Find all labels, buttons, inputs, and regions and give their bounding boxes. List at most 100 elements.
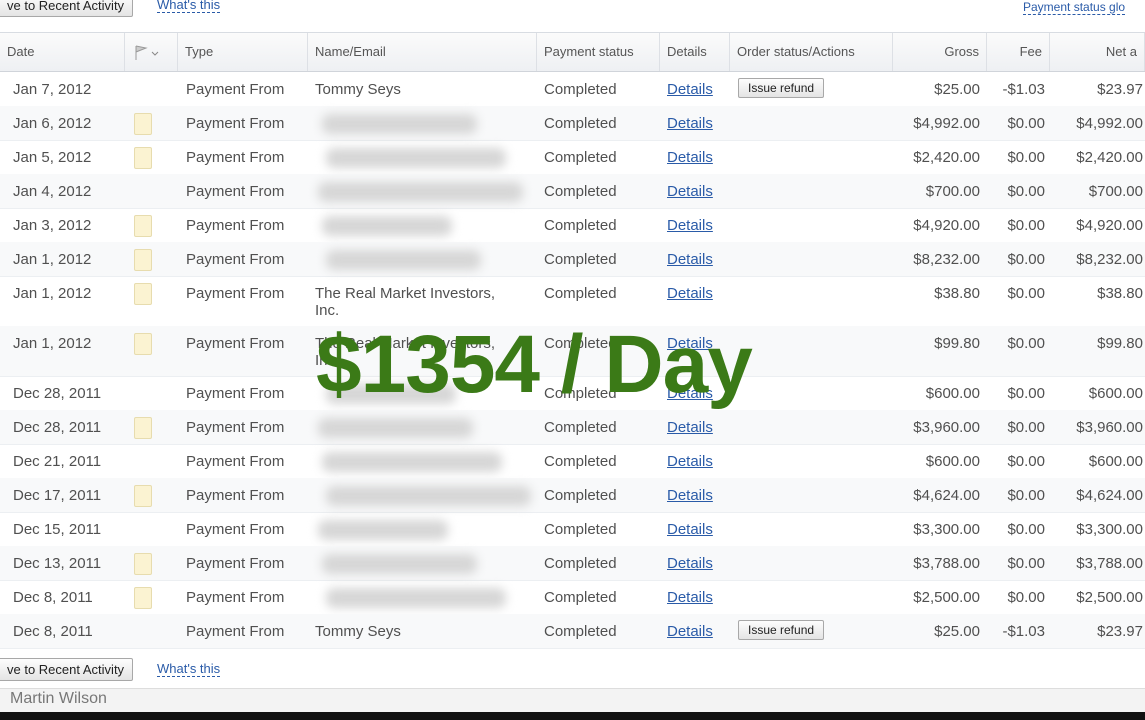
details-link[interactable]: Details (667, 285, 713, 302)
overlay-text: $1354 / Day (316, 319, 753, 410)
type-cell: Payment From (186, 385, 285, 402)
gross-cell: $700.00 (925, 183, 980, 200)
details-link[interactable]: Details (667, 521, 713, 538)
fee-cell: $0.00 (1007, 419, 1045, 436)
net-cell: $600.00 (1088, 453, 1143, 470)
net-cell: $23.97 (1097, 623, 1143, 640)
note-icon (134, 587, 152, 609)
bottom-edge (0, 712, 1145, 720)
net-cell: $99.80 (1097, 335, 1143, 352)
details-link[interactable]: Details (667, 115, 713, 132)
status-cell: Completed (544, 385, 617, 402)
flag-column[interactable] (125, 33, 178, 71)
details-link[interactable]: Details (667, 555, 713, 572)
gross-cell: $4,920.00 (913, 217, 980, 234)
table-row: Jan 6, 2012 Payment From Completed $4,992.0… (0, 106, 1145, 141)
table-row: Jan 3, 2012 Payment From Completed $4,920.0… (0, 208, 1145, 243)
details-link[interactable]: Details (667, 81, 713, 98)
whats-this-link[interactable]: What's this (157, 0, 221, 13)
net-cell: $4,920.00 (1076, 217, 1143, 234)
fee-cell: $0.00 (1007, 453, 1045, 470)
gross-cell: $25.00 (934, 81, 980, 98)
net-cell: $23.97 (1097, 81, 1143, 98)
type-cell: Payment From (186, 183, 285, 200)
fee-cell: $0.00 (1007, 385, 1045, 402)
fee-cell: -$1.03 (1002, 623, 1045, 640)
gross-cell: $2,500.00 (913, 589, 980, 606)
note-icon (134, 333, 152, 355)
gross-cell: $38.80 (934, 285, 980, 302)
details-link[interactable]: Details (667, 217, 713, 234)
date-cell: Dec 13, 2011 (13, 555, 102, 572)
status-cell: Completed (544, 217, 617, 234)
details-link[interactable]: Details (667, 589, 713, 606)
type-cell: Payment From (186, 335, 285, 352)
note-icon (134, 283, 152, 305)
date-cell: Jan 4, 2012 (13, 183, 92, 200)
date-cell: Jan 6, 2012 (13, 115, 92, 132)
note-icon (134, 147, 152, 169)
details-link[interactable]: Details (667, 453, 713, 470)
date-cell: Jan 5, 2012 (13, 149, 92, 166)
status-cell: Completed (544, 251, 617, 268)
status-cell: Completed (544, 623, 617, 640)
gross-cell: $99.80 (934, 335, 980, 352)
column-header[interactable]: Payment status (537, 33, 660, 71)
net-cell: $38.80 (1097, 285, 1143, 302)
details-link[interactable]: Details (667, 623, 713, 640)
details-link[interactable]: Details (667, 385, 713, 402)
table-row: Dec 21, 2011 Payment From Completed $600.00… (0, 444, 1145, 479)
table-row: Jan 5, 2012 Payment From Completed $2,420.0… (0, 140, 1145, 175)
column-header[interactable]: Type (178, 33, 308, 71)
details-link[interactable]: Details (667, 183, 713, 200)
details-link[interactable]: Details (667, 251, 713, 268)
details-link[interactable]: Details (667, 149, 713, 166)
table-row: Dec 8, 2011 Payment From Tommy Seys Complet… (0, 614, 1145, 649)
table-row: Dec 28, 2011 Payment From Completed $600.00… (0, 376, 1145, 411)
redacted-name (326, 384, 456, 404)
note-icon (134, 485, 152, 507)
table-row: Jan 4, 2012 Payment From Completed $700.00 $… (0, 174, 1145, 209)
fee-cell: $0.00 (1007, 217, 1045, 234)
table-row: Dec 17, 2011 Payment From Completed $4,624.… (0, 478, 1145, 513)
status-cell: Completed (544, 555, 617, 572)
issue-refund-button[interactable]: Issue refund (738, 620, 825, 640)
whats-this-link[interactable]: What's this (157, 661, 221, 677)
column-header[interactable]: Order status/Actions (730, 33, 893, 71)
redacted-name (322, 114, 477, 134)
move-button[interactable]: ve to Recent Activity (0, 0, 134, 17)
details-link[interactable]: Details (667, 487, 713, 504)
details-link[interactable]: Details (667, 419, 713, 436)
net-cell: $600.00 (1088, 385, 1143, 402)
note-icon (134, 113, 152, 135)
column-header[interactable]: Details (660, 33, 730, 71)
column-header[interactable]: Net a (1050, 33, 1145, 71)
type-cell: Payment From (186, 285, 285, 302)
status-cell: Completed (544, 115, 617, 132)
fee-cell: $0.00 (1007, 149, 1045, 166)
redacted-name (318, 418, 473, 438)
name-cell: Tommy Seys (315, 81, 401, 98)
table-row: Jan 1, 2012 Payment From The Real Market I… (0, 276, 1145, 327)
details-link[interactable]: Details (667, 335, 713, 352)
payment-status-link[interactable]: Payment status glo (1023, 0, 1126, 15)
column-header[interactable]: Date (0, 33, 125, 71)
column-header[interactable]: Name/Email (308, 33, 537, 71)
date-cell: Jan 1, 2012 (13, 285, 92, 302)
type-cell: Payment From (186, 453, 285, 470)
type-cell: Payment From (186, 149, 285, 166)
redacted-name (318, 182, 523, 202)
gross-cell: $2,420.00 (913, 149, 980, 166)
note-icon (134, 249, 152, 271)
column-header[interactable]: Gross (893, 33, 987, 71)
net-cell: $3,788.00 (1076, 555, 1143, 572)
footer-bar (0, 688, 1145, 713)
type-cell: Payment From (186, 115, 285, 132)
issue-refund-button[interactable]: Issue refund (738, 78, 825, 98)
move-button[interactable]: ve to Recent Activity (0, 658, 134, 681)
type-cell: Payment From (186, 217, 285, 234)
fee-cell: $0.00 (1007, 521, 1045, 538)
fee-cell: -$1.03 (1002, 81, 1045, 98)
column-header[interactable]: Fee (987, 33, 1050, 71)
fee-cell: $0.00 (1007, 589, 1045, 606)
